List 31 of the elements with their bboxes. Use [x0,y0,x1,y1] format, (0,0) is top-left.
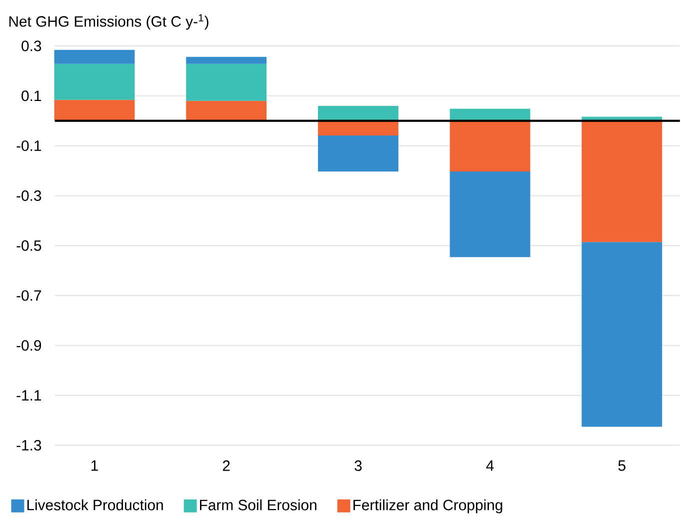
bar [54,100,135,121]
bar [186,64,267,101]
y-tick-label: -0.5 [16,240,42,251]
y-tick-label: -1.3 [16,440,42,450]
x-tick-label: 1 [91,460,98,471]
y-tick-label: 0.3 [22,40,42,52]
y-tick-label: -0.1 [16,140,42,151]
bar [450,171,530,258]
bar [582,242,662,427]
legend-label: Fertilizer and Cropping [353,499,502,514]
y-tick-label: -1.1 [16,390,42,400]
y-tick-label: 0.1 [22,90,42,102]
bar [450,120,530,172]
bar [54,64,135,100]
bar [318,135,398,172]
x-tick-label: 2 [222,460,230,471]
bar [318,120,398,136]
bar [186,56,267,64]
x-tick-label: 4 [486,460,494,471]
bar [54,50,135,64]
chart-title: Net GHG Emissions (Gt C y-$^{1}$) [9,14,208,30]
bar [582,120,662,242]
legend-label: Livestock Production [27,499,163,510]
bar [186,100,267,121]
bar [318,106,398,121]
x-tick-label: 3 [354,460,362,471]
y-tick-label: -0.3 [16,190,42,201]
legend-label: Farm Soil Erosion [200,499,316,510]
x-tick-label: 5 [618,460,626,471]
y-tick-label: -0.7 [16,290,42,301]
y-tick-label: -0.9 [16,340,42,351]
